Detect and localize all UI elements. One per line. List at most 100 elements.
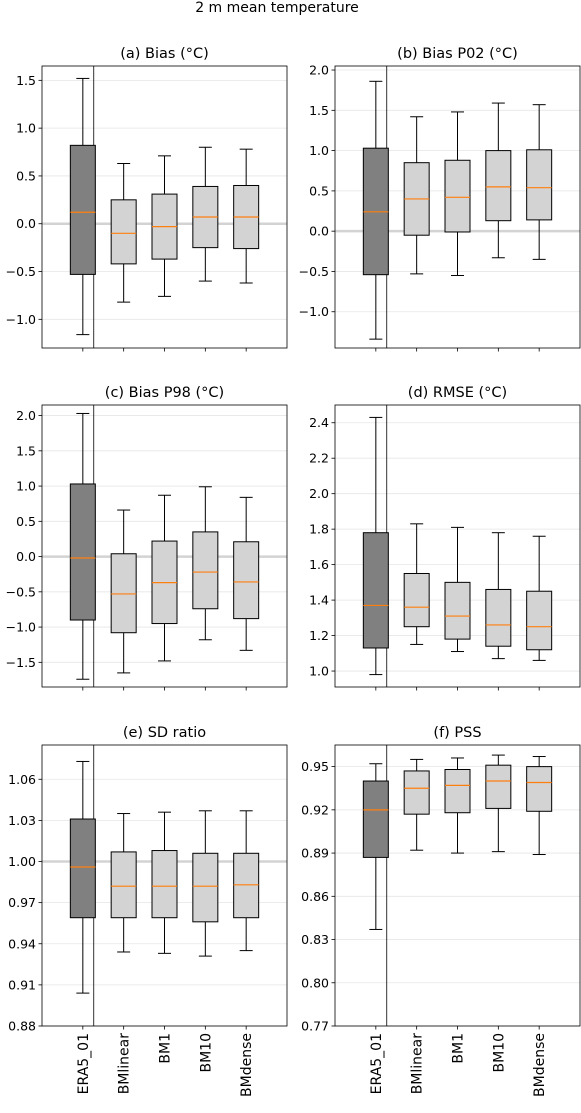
ytick-label: 0.91 [8,977,36,992]
box-BMlinear [110,509,137,674]
xtick-label: BM10 [491,1033,507,1073]
xtick-label: BMdense [532,1033,548,1097]
box-iqr [526,149,553,221]
box-iqr [444,768,471,814]
box-iqr [362,780,389,858]
xtick-label: BMlinear [410,1033,426,1095]
panel-title: (b) Bias P02 (°C) [397,46,518,62]
xtick-label: BM10 [198,1033,214,1073]
box-BMdense [526,756,553,856]
xtick-label: BM1 [158,1033,174,1064]
box-iqr [69,483,96,621]
box-BM1 [444,526,471,653]
box-iqr [233,541,260,620]
panel-title: (e) SD ratio [123,725,206,741]
ytick-label: 2.4 [309,415,329,430]
box-iqr [526,766,553,812]
ytick-label: 0.5 [309,183,329,198]
box-ERA5_01 [362,763,389,930]
box-BMlinear [110,163,137,303]
box-BMdense [526,535,553,661]
box-iqr [444,159,471,233]
ytick-label: −1.5 [6,655,36,670]
box-BMlinear [403,523,430,645]
box-ERA5_01 [69,412,96,680]
box-iqr [110,199,137,265]
panel-0: −1.0 −0.5 0.0 0.5 1.0 1.5 (a) Bias (°C) [6,46,288,352]
ytick-label: 1.6 [309,557,329,572]
box-iqr [403,572,430,628]
box-BM1 [151,494,178,662]
panels: −1.0 −0.5 0.0 0.5 1.0 1.5 (a) Bias (°C) −1.0 −0.… [6,46,581,1097]
box-BMlinear [403,116,430,275]
ytick-label: 1.0 [309,664,329,679]
ytick-label: 2.0 [309,63,329,78]
panel-2: −1.5 −1.0 −0.5 0.0 0.5 1.0 1.5 2.0 (c) Bias P98 … [6,385,288,691]
ytick-label: −0.5 [6,584,36,599]
box-BM10 [485,102,512,259]
ytick-label: −1.0 [6,620,36,635]
ytick-label: 0.83 [301,932,329,947]
box-iqr [192,852,219,923]
ytick-label: 1.00 [8,854,36,869]
ytick-label: 1.0 [16,121,36,136]
ytick-label: 2.2 [309,451,329,466]
box-iqr [151,850,178,919]
box-BMdense [233,810,260,952]
box-iqr [526,590,553,651]
box-BM10 [485,532,512,660]
ytick-label: −0.5 [6,264,36,279]
ytick-label: 0.5 [16,514,36,529]
box-iqr [485,150,512,222]
ytick-label: 0.77 [301,1019,329,1034]
ytick-label: 0.80 [301,975,329,990]
ytick-label: 1.2 [309,628,329,643]
ytick-label: 1.0 [309,143,329,158]
ytick-label: 0.89 [301,846,329,861]
box-BM10 [192,810,219,957]
ytick-label: 0.0 [309,224,329,239]
ytick-label: −1.0 [299,304,329,319]
panel-title: (a) Bias (°C) [120,46,209,62]
box-iqr [362,532,389,649]
ytick-label: 1.5 [309,103,329,118]
box-BM10 [192,146,219,282]
panel-title: (d) RMSE (°C) [408,385,507,401]
panel-5: 0.77 0.80 0.83 0.86 0.89 0.92 0.95 ERA5_01 BMlin… [301,725,581,1097]
ytick-label: 2.0 [309,486,329,501]
ytick-label: 1.5 [16,73,36,88]
ytick-label: 0.92 [301,802,329,817]
box-BM1 [151,155,178,297]
box-iqr [110,851,137,919]
box-BMdense [233,148,260,284]
ytick-label: 0.0 [16,549,36,564]
panel-title: (f) PSS [433,725,481,741]
ytick-label: 1.03 [8,813,36,828]
ytick-label: −1.0 [6,312,36,327]
ytick-label: 1.06 [8,772,36,787]
panel-title: (c) Bias P98 (°C) [105,385,224,401]
box-BMlinear [403,758,430,851]
box-BMdense [233,496,260,651]
box-BM1 [444,111,471,276]
ytick-label: 1.5 [16,443,36,458]
xtick-label: ERA5_01 [369,1033,385,1094]
ytick-label: 1.4 [309,593,329,608]
ytick-label: 1.0 [16,479,36,494]
box-BM1 [444,757,471,854]
box-BM10 [485,754,512,853]
panel-1: −1.0 −0.5 0.0 0.5 1.0 1.5 2.0 (b) Bias P02 (°C) [299,46,581,352]
box-iqr [444,581,471,640]
box-BM10 [192,486,219,641]
box-ERA5_01 [362,80,389,340]
box-ERA5_01 [69,77,96,336]
box-BM1 [151,811,178,954]
ytick-label: 0.95 [301,759,329,774]
ytick-label: 1.8 [309,522,329,537]
box-iqr [233,852,260,919]
box-iqr [485,764,512,809]
ytick-label: 0.97 [8,895,36,910]
ytick-label: 0.88 [8,1019,36,1034]
ytick-label: 0.0 [16,216,36,231]
